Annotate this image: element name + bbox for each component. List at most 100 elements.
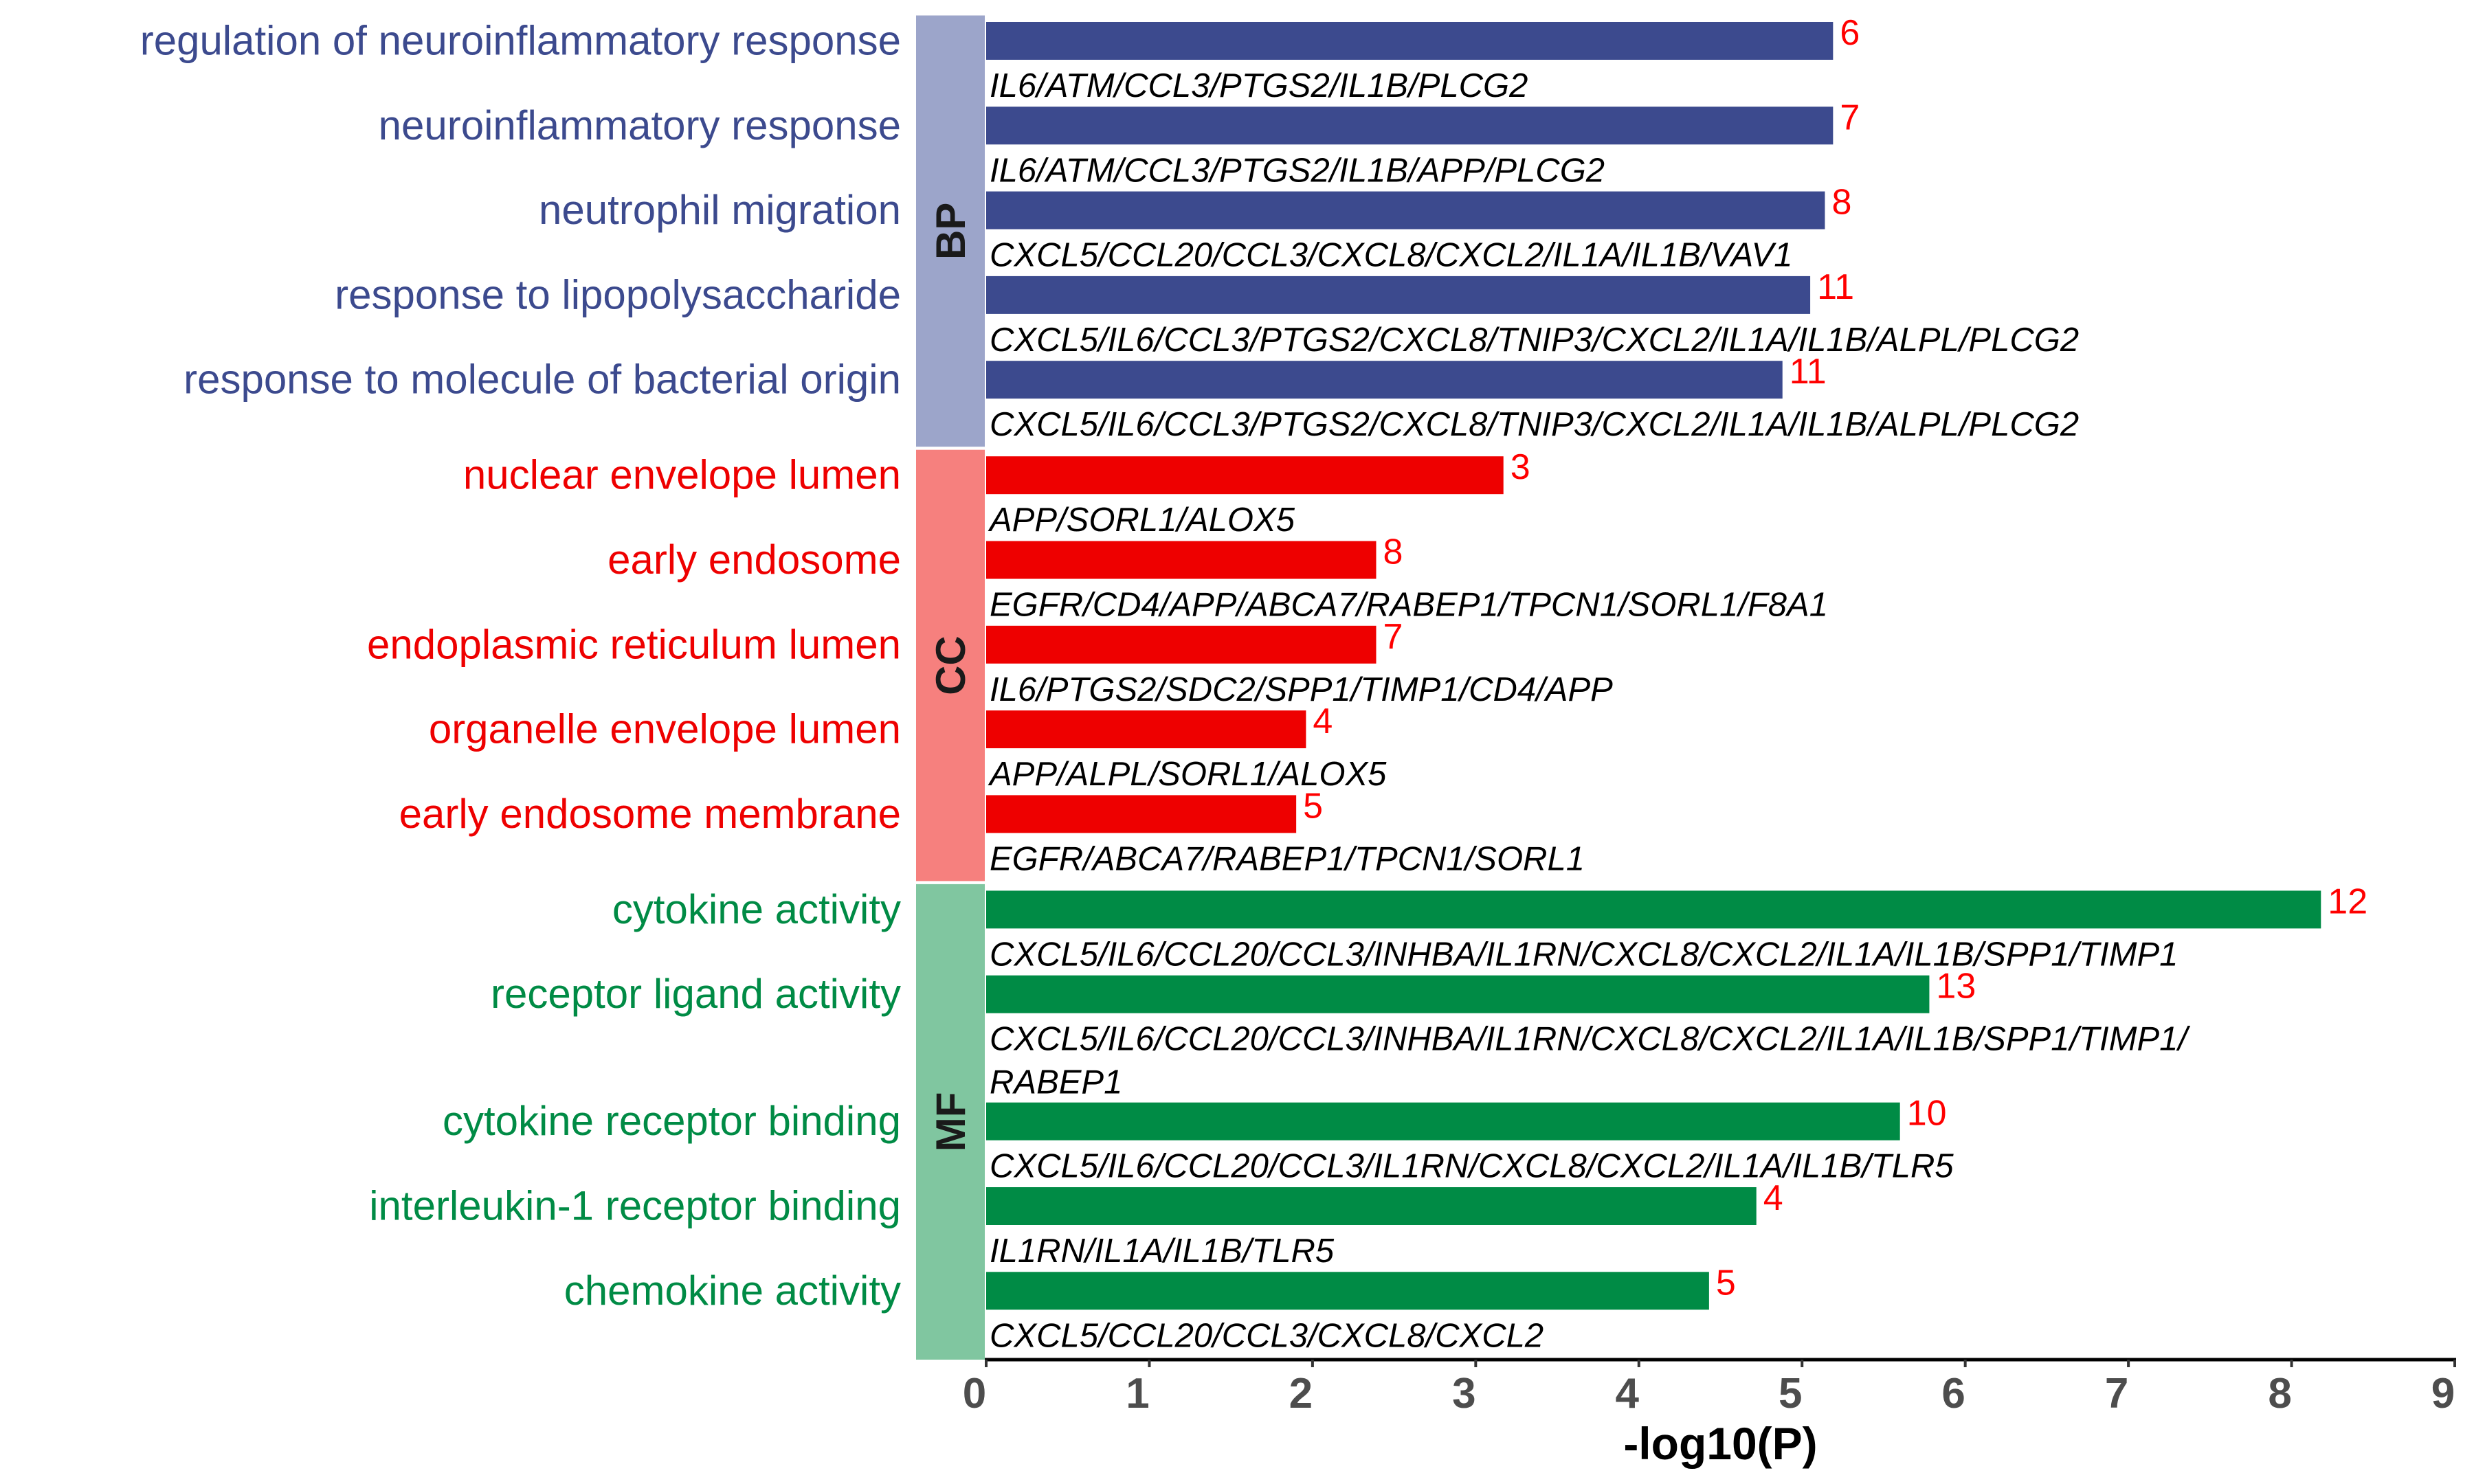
strip-label: BP [928,203,974,260]
term-row: early endosome 8 EGFR/CD4/APP/ABCA7/RABEP1… [608,532,1828,624]
bar [986,106,1834,145]
term-row: interleukin-1 receptor binding 4 IL1RN/IL1… [369,1178,1783,1270]
gene-list: CXCL5/IL6/CCL20/CCL3/INHBA/IL1RN/CXCL8/C… [990,1021,2190,1058]
gene-list: IL6/ATM/CCL3/PTGS2/IL1B/PLCG2 [990,67,1528,104]
bar [986,22,1834,60]
bar [986,276,1811,314]
x-axis-title: -log10(P) [1623,1418,1817,1469]
gene-list: CXCL5/CCL20/CCL3/CXCL8/CXCL2/IL1A/IL1B/V… [990,237,1792,274]
gene-list: APP/SORL1/ALOX5 [988,502,1295,539]
term-row: early endosome membrane 5 EGFR/ABCA7/RABEP… [399,786,1585,877]
count-label: 4 [1313,701,1333,741]
strip-background [916,15,985,447]
term-row: neutrophil migration 8 CXCL5/CCL20/CCL3/CX… [539,183,1851,274]
gene-list: EGFR/ABCA7/RABEP1/TPCN1/SORL1 [990,840,1585,877]
term-label: cytokine receptor binding [443,1098,901,1144]
strip-label: MF [928,1092,974,1152]
term-row: cytokine activity 12 CXCL5/IL6/CCL20/CCL3/… [612,881,2367,973]
x-tick-label: 3 [1452,1370,1475,1417]
count-label: 3 [1511,447,1530,487]
bar [986,975,1930,1013]
term-row: endoplasmic reticulum lumen 7 IL6/PTGS2/SD… [367,617,1613,708]
count-label: 5 [1303,786,1323,826]
term-row: response to lipopolysaccharide 11 CXCL5/IL… [335,267,2079,359]
bar [986,1272,1709,1310]
count-label: 6 [1840,13,1860,53]
x-tick-label: 2 [1289,1370,1313,1417]
count-label: 11 [1817,267,1854,307]
x-tick-label: 6 [1941,1370,1965,1417]
count-label: 11 [1790,352,1827,392]
bar [986,710,1306,749]
gene-list: IL6/PTGS2/SDC2/SPP1/TIMP1/CD4/APP [990,671,1613,708]
x-tick-label: 9 [2431,1370,2455,1417]
gene-list: CXCL5/IL6/CCL3/PTGS2/CXCL8/TNIP3/CXCL2/I… [990,406,2079,443]
term-row: response to molecule of bacterial origin… [183,352,2079,443]
bar [986,1102,1900,1140]
term-label: chemokine activity [564,1268,901,1314]
count-label: 10 [1907,1094,1947,1134]
bar [986,541,1377,579]
x-tick-label: 4 [1616,1370,1640,1417]
gene-list: CXCL5/CCL20/CCL3/CXCL8/CXCL2 [990,1317,1544,1354]
gene-list: EGFR/CD4/APP/ABCA7/RABEP1/TPCN1/SORL1/F8… [990,587,1828,624]
bar [986,1187,1757,1225]
x-tick-label: 1 [1126,1370,1149,1417]
x-tick-label: 5 [1779,1370,1802,1417]
term-label: nuclear envelope lumen [463,452,901,498]
term-rows: regulation of neuroinflammatory response… [140,13,2367,1354]
count-label: 4 [1763,1178,1783,1218]
term-label: receptor ligand activity [491,971,901,1017]
bar [986,191,1825,229]
gene-list: CXCL5/IL6/CCL3/PTGS2/CXCL8/TNIP3/CXCL2/I… [990,322,2079,359]
term-row: cytokine receptor binding 10 CXCL5/IL6/CCL… [443,1094,1954,1185]
term-label: neuroinflammatory response [379,102,901,148]
strip-label: CC [928,636,974,695]
term-row: neuroinflammatory response 7 IL6/ATM/CCL3/… [379,98,1860,189]
bar [986,795,1297,833]
term-row: organelle envelope lumen 4 APP/ALPL/SORL1/… [429,701,1387,793]
category-strip-mf: MF [916,884,985,1360]
term-label: neutrophil migration [539,187,901,233]
gene-list: CXCL5/IL6/CCL20/CCL3/IL1RN/CXCL8/CXCL2/I… [990,1148,1954,1185]
count-label: 5 [1716,1263,1736,1303]
x-axis-ticks: 0 1 2 3 4 5 6 7 8 9 [963,1360,2456,1417]
term-label: early endosome [608,537,901,583]
term-row: chemokine activity 5 CXCL5/CCL20/CCL3/CXCL… [564,1263,1736,1354]
term-label: response to lipopolysaccharide [335,271,901,317]
count-label: 8 [1383,532,1403,572]
gene-list: CXCL5/IL6/CCL20/CCL3/INHBA/IL1RN/CXCL8/C… [990,936,2178,973]
term-label: response to molecule of bacterial origin [183,357,901,403]
category-strip-cc: CC [916,449,985,881]
gene-list: RABEP1 [990,1064,1122,1101]
term-label: early endosome membrane [399,791,901,837]
x-tick-label: 7 [2105,1370,2128,1417]
term-label: organelle envelope lumen [429,706,901,752]
x-axis: 0 1 2 3 4 5 6 7 8 9 -log10(P) [963,1358,2456,1469]
category-strips: BP CC MF [916,15,985,1360]
term-label: interleukin-1 receptor binding [369,1183,901,1229]
strip-background [916,449,985,881]
x-tick-label: 8 [2268,1370,2291,1417]
count-label: 7 [1383,617,1403,657]
term-row: nuclear envelope lumen 3 APP/SORL1/ALOX5 [463,447,1530,539]
bar [986,890,2321,929]
term-row: receptor ligand activity 13 CXCL5/IL6/CCL2… [491,967,2190,1101]
category-strip-bp: BP [916,15,985,447]
gene-list: IL1RN/IL1A/IL1B/TLR5 [990,1233,1335,1270]
strip-background [916,884,985,1360]
count-label: 13 [1936,967,1976,1007]
term-label: regulation of neuroinflammatory response [140,18,901,64]
x-tick-label: 0 [963,1370,986,1417]
gene-list: APP/ALPL/SORL1/ALOX5 [988,756,1387,793]
bar [986,361,1783,399]
count-label: 7 [1840,98,1860,137]
term-row: regulation of neuroinflammatory response… [140,13,1860,104]
count-label: 12 [2328,881,2367,921]
bar [986,625,1377,664]
bar [986,456,1504,495]
gene-list: IL6/ATM/CCL3/PTGS2/IL1B/APP/PLCG2 [990,152,1605,189]
count-label: 8 [1831,183,1851,223]
term-label: endoplasmic reticulum lumen [367,621,901,667]
term-label: cytokine activity [612,886,901,932]
